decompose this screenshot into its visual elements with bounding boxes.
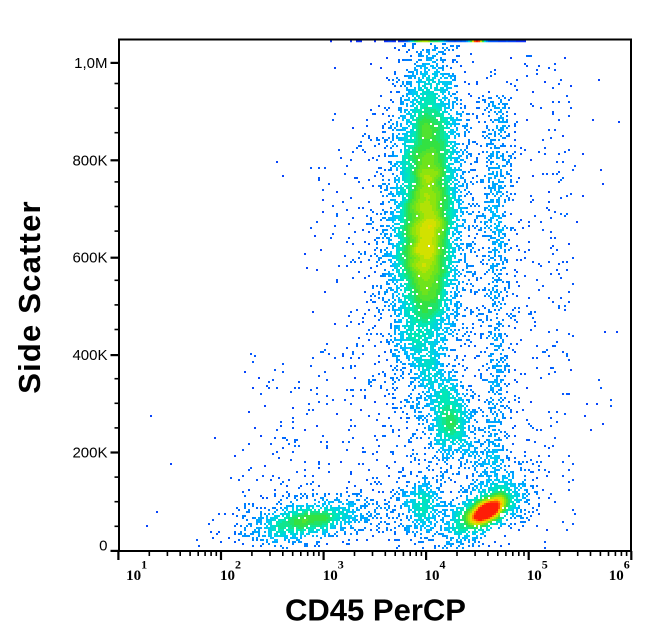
svg-text:CD45 PerCP: CD45 PerCP: [285, 593, 466, 628]
svg-text:600K: 600K: [72, 250, 107, 267]
svg-text:200K: 200K: [72, 445, 107, 462]
svg-text:1,0M: 1,0M: [74, 55, 107, 72]
svg-text:800K: 800K: [72, 152, 107, 169]
svg-text:0: 0: [99, 537, 107, 554]
svg-text:400K: 400K: [72, 347, 107, 364]
svg-text:Side Scatter: Side Scatter: [12, 200, 47, 394]
